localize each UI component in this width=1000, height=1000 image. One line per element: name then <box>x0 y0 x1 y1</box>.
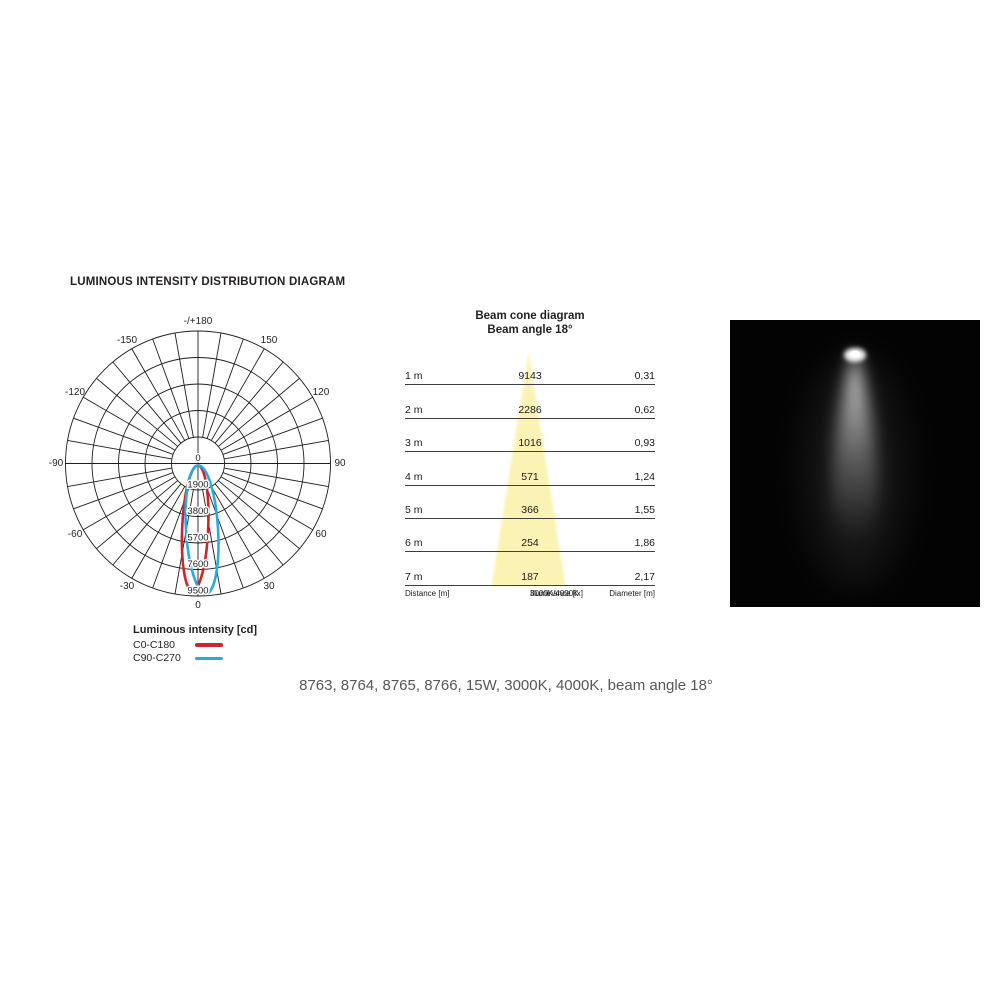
distance-cell: 5 m <box>405 504 423 517</box>
angle-label: 60 <box>315 529 327 540</box>
radial-tick-label: 5700 <box>187 533 208 544</box>
illuminance-cell: 254 <box>521 537 539 550</box>
page-title: LUMINOUS INTENSITY DISTRIBUTION DIAGRAM <box>70 276 346 288</box>
illuminance-cell: 571 <box>521 470 539 483</box>
angle-label: 150 <box>261 335 278 346</box>
illuminance-cell: 2286 <box>518 403 542 416</box>
beam-photo-svg <box>730 320 980 607</box>
beam-cone-row: 7 m 187 2,17 <box>405 552 655 586</box>
legend-item-c90-c270: C90-C270 <box>133 652 257 666</box>
diameter-cell: 1,86 <box>634 537 655 550</box>
angle-label: -120 <box>65 387 85 398</box>
angle-label: -150 <box>117 335 137 346</box>
beam-cone-row: 2 m 2286 0,62 <box>405 385 655 419</box>
legend-label: C0-C180 <box>133 638 176 651</box>
angle-label: 90 <box>334 458 346 469</box>
product-caption: 8763, 8764, 8765, 8766, 15W, 3000K, 4000… <box>299 677 713 694</box>
angle-label: -/+180 <box>184 316 213 327</box>
beam-cone-row: 5 m 366 1,55 <box>405 485 655 520</box>
distance-cell: 4 m <box>405 470 423 483</box>
beam-cone-table-footer: Distance [m] Illuminance [lx] 3000K/4000K… <box>405 589 655 613</box>
beam-hotspot-core <box>850 350 860 358</box>
distance-cell: 2 m <box>405 403 423 416</box>
distance-cell: 7 m <box>405 570 423 583</box>
lobe-C90-C270 <box>184 464 220 595</box>
legend-label: C90-C270 <box>133 652 181 665</box>
angle-label: -60 <box>68 529 83 540</box>
beam-cone-title-block: Beam cone diagram Beam angle 18° <box>400 310 660 337</box>
beam-cone-title: Beam cone diagram <box>475 310 585 322</box>
polar-chart-svg: -/+180 -150 150 -120 120 -90 90 -60 60 -30 30 0 0 190… <box>49 316 346 611</box>
polar-legend: Luminous intensity [cd] C0-C180 C90-C270 <box>133 624 257 665</box>
light-beam <box>832 352 878 544</box>
radial-tick-label: 1900 <box>187 480 208 491</box>
red-line-swatch <box>195 643 223 647</box>
beam-cone-subtitle: Beam angle 18° <box>487 323 573 336</box>
blue-line-swatch <box>195 656 223 660</box>
diameter-cell: 0,62 <box>634 403 655 416</box>
radial-tick-label: 7600 <box>187 559 208 570</box>
diameter-cell: 2,17 <box>634 570 655 583</box>
distance-column-header: Distance [m] <box>405 589 450 598</box>
radial-tick-label: 0 <box>195 453 200 464</box>
beam-cone-row: 1 m 9143 0,31 <box>405 351 655 386</box>
illuminance-cell: 187 <box>521 570 539 583</box>
beam-cone-graphic <box>491 352 566 586</box>
legend-title: Luminous intensity [cd] <box>133 624 258 636</box>
beam-photo <box>730 320 980 607</box>
radial-tick-label: 9500 <box>187 586 208 597</box>
beam-cone-row: 3 m 1016 0,93 <box>405 418 655 453</box>
beam-cone-row: 6 m 254 1,86 <box>405 518 655 553</box>
angle-label: 0 <box>195 600 201 611</box>
diameter-cell: 1,24 <box>634 470 655 483</box>
distance-cell: 1 m <box>405 370 423 383</box>
angle-label: -90 <box>49 458 64 469</box>
polar-chart: -/+180 -150 150 -120 120 -90 90 -60 60 -30 30 0 0 190… <box>48 315 348 615</box>
illuminance-cell: 9143 <box>518 370 542 383</box>
diameter-column-header: Diameter [m] <box>609 589 655 598</box>
angle-label: 120 <box>313 387 330 398</box>
beam-cone-row: 4 m 571 1,24 <box>405 451 655 486</box>
illuminance-cell: 366 <box>521 504 539 517</box>
diameter-cell: 0,31 <box>634 370 655 383</box>
angle-label: -30 <box>120 581 135 592</box>
distance-cell: 3 m <box>405 437 423 450</box>
illuminance-cell: 1016 <box>518 437 542 450</box>
illuminance-column-header: Illuminance [lx] 3000K/4000K <box>530 589 583 598</box>
light-cone-shape <box>491 352 566 586</box>
diameter-cell: 1,55 <box>634 504 655 517</box>
diameter-cell: 0,93 <box>634 437 655 450</box>
distance-cell: 6 m <box>405 537 423 550</box>
legend-item-c0-c180: C0-C180 <box>133 638 257 652</box>
radial-tick-label: 3800 <box>187 506 208 517</box>
angle-label: 30 <box>263 581 275 592</box>
